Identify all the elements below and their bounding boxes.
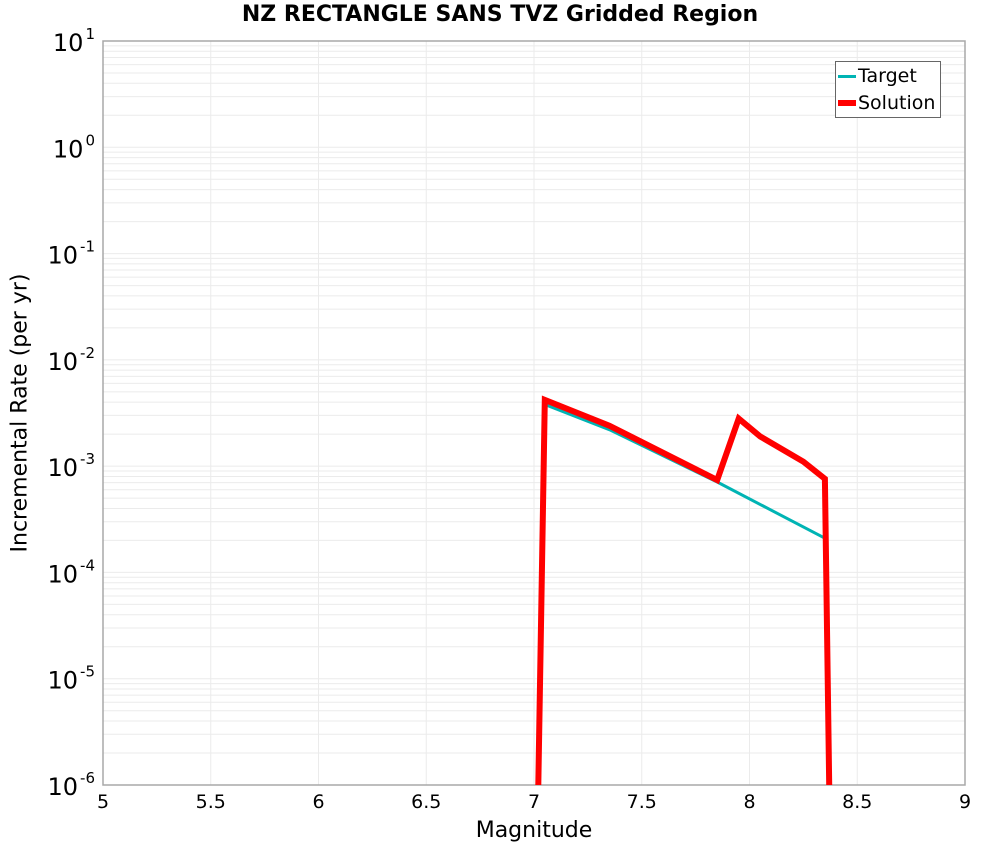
legend: Target Solution bbox=[835, 61, 941, 118]
y-tick-label: 10 -4 bbox=[47, 556, 95, 588]
y-tick-label: 10 0 bbox=[53, 131, 95, 163]
x-tick-label: 5.5 bbox=[196, 791, 226, 813]
x-tick-label: 6 bbox=[312, 791, 324, 813]
plot-frame bbox=[102, 40, 966, 786]
legend-label-solution: Solution bbox=[858, 92, 936, 114]
legend-item-solution: Solution bbox=[838, 90, 935, 116]
solution-series-line bbox=[535, 395, 833, 786]
grid-lines bbox=[102, 41, 966, 786]
legend-item-target: Target bbox=[838, 63, 917, 89]
x-tick-label: 7.5 bbox=[627, 791, 657, 813]
series-layer bbox=[535, 395, 833, 786]
x-tick-label: 9 bbox=[959, 791, 971, 813]
legend-label-target: Target bbox=[858, 65, 917, 87]
x-tick-labels: 5 5.5 6 6.5 7 7.5 8 8.5 9 bbox=[97, 791, 971, 813]
y-tick-label: 10 -5 bbox=[47, 663, 95, 695]
chart-title: NZ RECTANGLE SANS TVZ Gridded Region bbox=[241, 2, 759, 27]
y-tick-label: 10 -1 bbox=[47, 238, 95, 270]
x-tick-label: 8 bbox=[743, 791, 755, 813]
y-tick-label: 10 -3 bbox=[47, 450, 95, 482]
solution-line-swatch bbox=[838, 100, 856, 106]
x-tick-label: 7 bbox=[528, 791, 540, 813]
y-tick-label: 10 -2 bbox=[47, 344, 95, 376]
x-axis-label: Magnitude bbox=[475, 818, 593, 843]
x-tick-label: 6.5 bbox=[411, 791, 441, 813]
x-tick-label: 5 bbox=[97, 791, 109, 813]
x-tick-label: 8.5 bbox=[842, 791, 872, 813]
y-axis-label: Incremental Rate (per yr) bbox=[7, 273, 33, 553]
target-line-swatch bbox=[838, 74, 856, 78]
y-tick-label: 10 -6 bbox=[47, 769, 95, 801]
y-tick-label: 10 1 bbox=[53, 25, 95, 57]
